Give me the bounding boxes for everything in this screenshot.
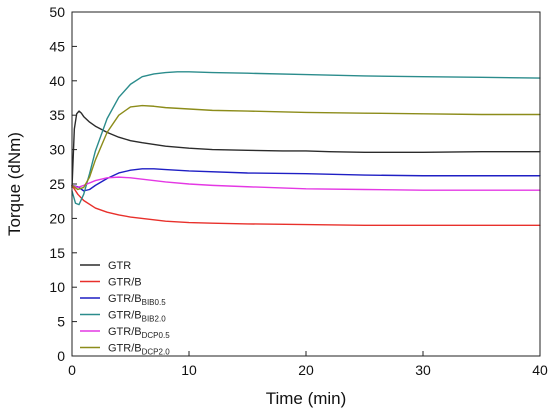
- series-line-2: [71, 184, 541, 226]
- y-tick-label: 40: [49, 73, 65, 89]
- legend-label: GTR/BBIB2.0: [108, 310, 166, 324]
- ticks-layer: 0 5 10 15 20 25 30 35 40 45 50 0 10 20 30 40: [49, 4, 548, 378]
- y-tick-label: 25: [49, 176, 65, 192]
- y-tick-label: 5: [57, 314, 65, 330]
- x-tick-label: 10: [181, 362, 197, 378]
- y-tick-label: 35: [49, 107, 65, 123]
- y-tick-label: 0: [57, 348, 65, 364]
- series-layer: [71, 71, 541, 226]
- legend-label: GTR/B: [108, 277, 142, 289]
- y-tick-label: 20: [49, 210, 65, 226]
- y-tick-label: 10: [49, 279, 65, 295]
- x-tick-label: 40: [532, 362, 548, 378]
- x-axis-title: Time (min): [266, 389, 347, 408]
- y-tick-label: 45: [49, 38, 65, 54]
- x-tick-label: 20: [298, 362, 314, 378]
- series-line-3: [71, 168, 541, 192]
- series-line-1: [71, 110, 541, 189]
- legend-label: GTR: [108, 260, 131, 272]
- series-line-6: [71, 104, 541, 191]
- y-tick-label: 50: [49, 4, 65, 20]
- series-line-4: [71, 71, 541, 206]
- x-tick-label: 0: [68, 362, 76, 378]
- legend: GTR GTR/B GTR/BBIB0.5 GTR/BBIB2.0 GTR/BDCP0.…: [80, 260, 170, 357]
- legend-label: GTR/BBIB0.5: [108, 293, 166, 307]
- y-axis-title: Torque (dNm): [5, 132, 24, 236]
- series-line-5: [71, 176, 541, 191]
- legend-label: GTR/BDCP0.5: [108, 326, 170, 340]
- y-tick-label: 30: [49, 142, 65, 158]
- x-tick-label: 30: [415, 362, 431, 378]
- y-tick-label: 15: [49, 245, 65, 261]
- legend-label: GTR/BDCP2.0: [108, 343, 170, 357]
